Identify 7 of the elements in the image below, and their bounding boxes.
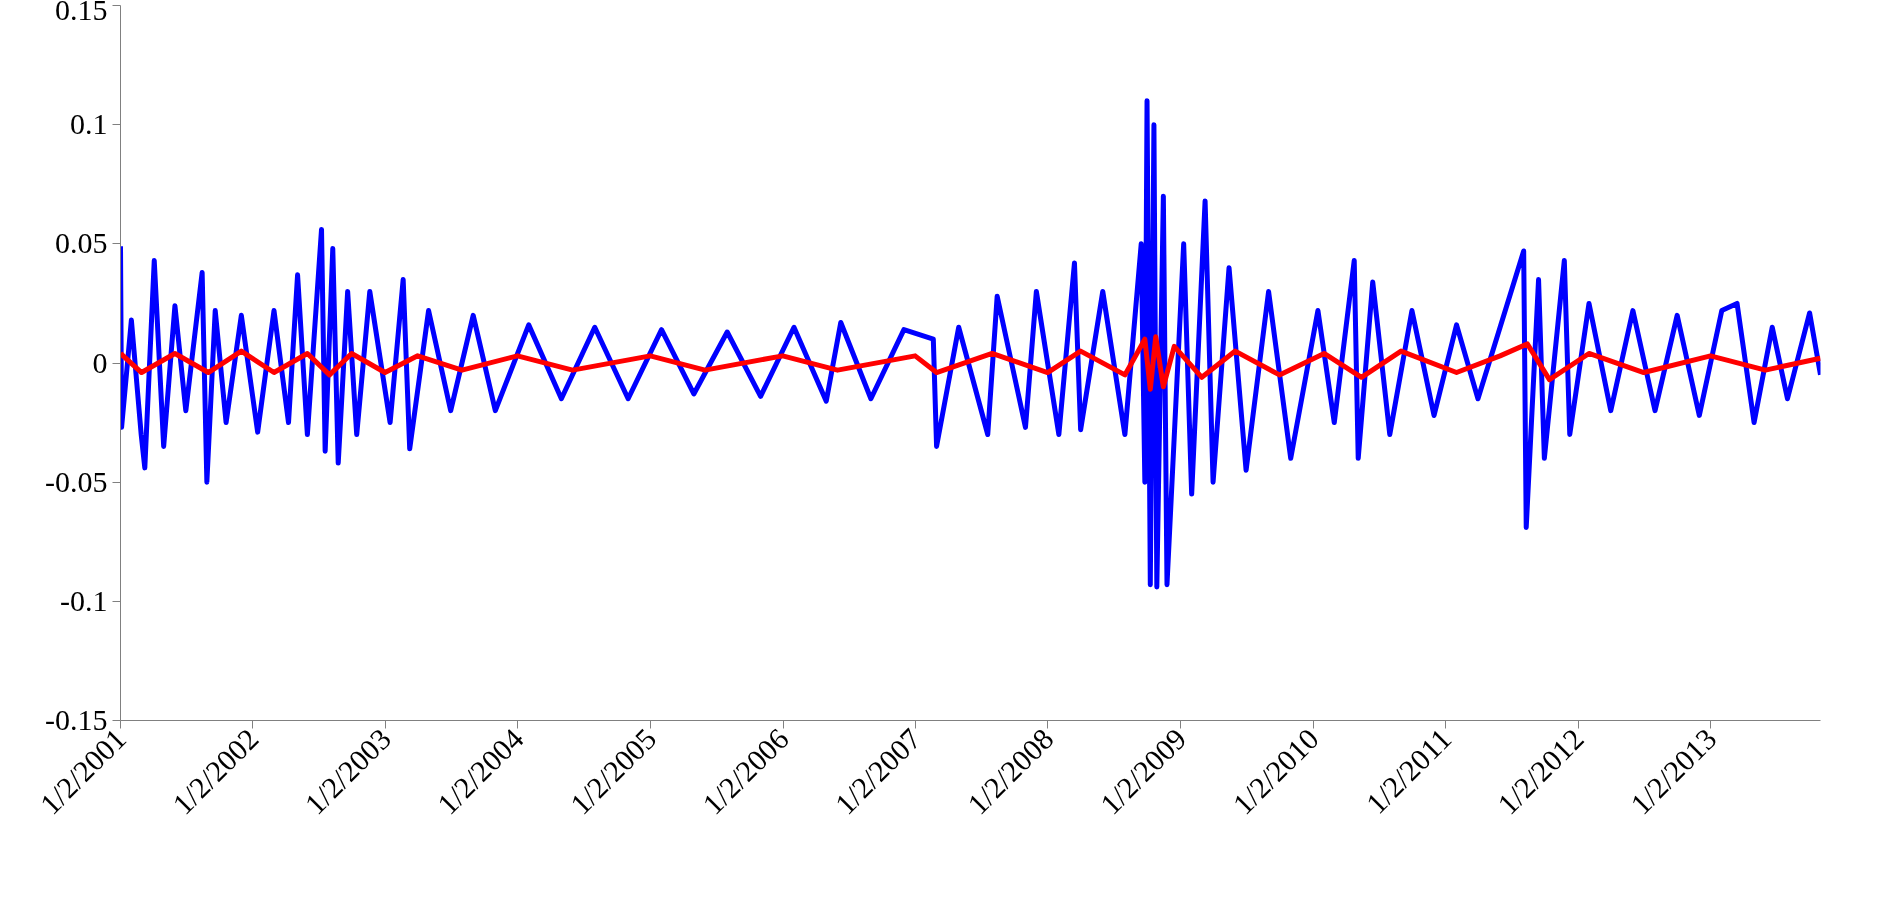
y-tick-label: 0.15 [55, 0, 108, 26]
y-tick-label: 0.05 [55, 226, 108, 260]
y-tick-label: -0.05 [45, 464, 108, 498]
y-tick-label: 0.1 [70, 107, 108, 141]
y-tick-label: -0.1 [60, 583, 108, 617]
y-tick-label: -0.15 [45, 703, 108, 736]
y-tick-label: 0 [92, 345, 108, 379]
